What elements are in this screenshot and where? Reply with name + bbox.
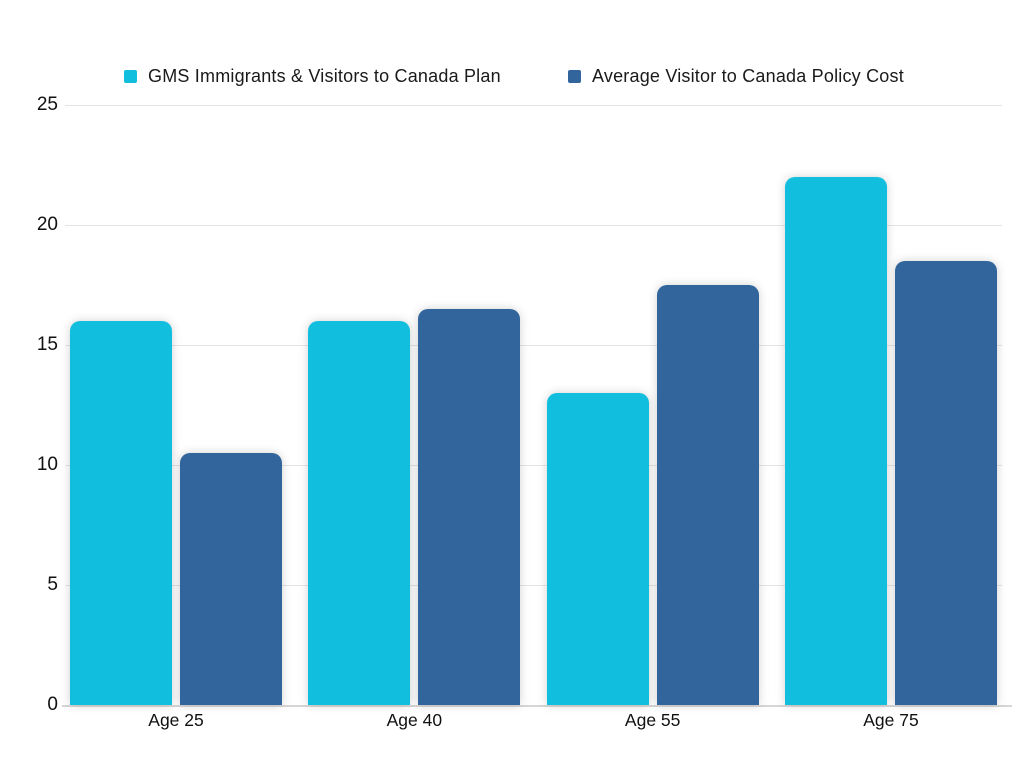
bar-age-25-gms — [70, 321, 172, 705]
x-axis-label-age-40: Age 40 — [386, 710, 443, 730]
gridline-20 — [65, 225, 1002, 226]
y-tick-label-0: 0 — [47, 694, 58, 715]
plot-area — [62, 105, 1012, 707]
x-axis-line — [62, 705, 1012, 707]
gridline-25 — [65, 105, 1002, 106]
bar-age-75-average — [894, 261, 997, 705]
bar-age-75-gms — [784, 177, 887, 705]
x-axis-label-age-75: Age 75 — [863, 710, 919, 730]
bar-age-25-average — [180, 453, 282, 705]
legend-item-gms-plan: GMS Immigrants & Visitors to Canada Plan — [124, 64, 501, 88]
y-tick-label-25: 25 — [36, 94, 58, 115]
bar-age-40-average — [418, 309, 521, 705]
y-tick-label-20: 20 — [36, 214, 58, 235]
gridline-5 — [65, 585, 1002, 586]
gridline-10 — [65, 465, 1002, 466]
y-tick-label-15: 15 — [36, 334, 58, 355]
x-axis-label-age-55: Age 55 — [624, 710, 681, 730]
legend-swatch-gms-plan — [124, 69, 137, 83]
legend-label-average-policy-cost: Average Visitor to Canada Policy Cost — [592, 65, 904, 86]
legend-swatch-average-policy-cost — [568, 69, 581, 83]
bar-age-40-gms — [308, 321, 411, 705]
x-axis-label-age-25: Age 25 — [148, 710, 204, 730]
y-tick-label-5: 5 — [47, 574, 58, 595]
legend-item-average-policy-cost: Average Visitor to Canada Policy Cost — [568, 64, 904, 88]
y-tick-label-10: 10 — [36, 454, 58, 475]
bar-age-55-gms — [546, 393, 649, 705]
legend-label-gms-plan: GMS Immigrants & Visitors to Canada Plan — [148, 65, 501, 86]
bar-age-55-average — [656, 285, 759, 705]
gridline-15 — [65, 345, 1002, 346]
